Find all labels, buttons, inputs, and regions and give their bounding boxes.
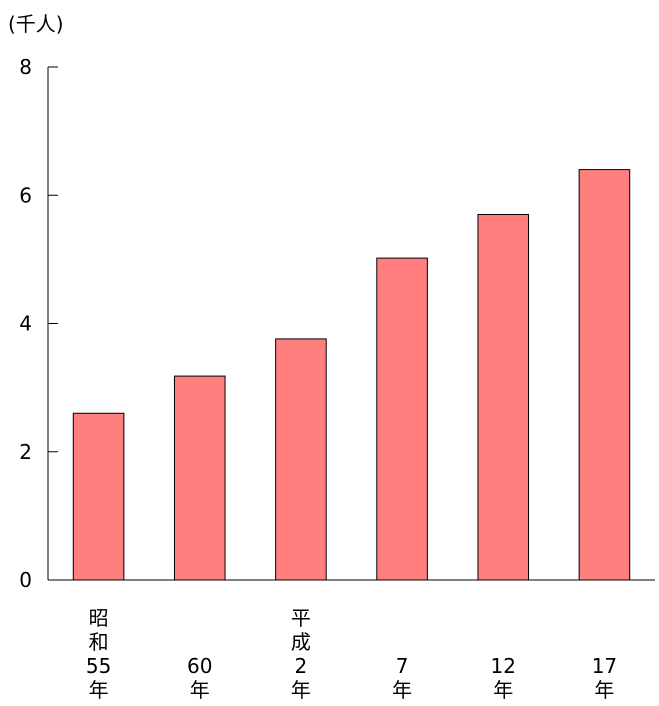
y-tick-label: 0 — [19, 568, 32, 592]
bar-series — [72, 169, 631, 581]
x-tick-label: 年 — [594, 678, 614, 702]
y-tick-label: 2 — [19, 440, 32, 464]
x-tick-label: 2 — [295, 654, 308, 678]
y-tick-label: 6 — [19, 183, 32, 207]
x-tick-label: 年 — [89, 678, 109, 702]
unit-label: (千人) — [8, 12, 64, 36]
bar — [275, 338, 327, 581]
x-tick-label: 17 — [592, 654, 617, 678]
x-tick-label: 55 — [86, 654, 111, 678]
bar — [72, 412, 125, 581]
x-tick-label: 12 — [491, 654, 516, 678]
bar — [376, 257, 428, 581]
bar — [173, 375, 226, 581]
x-tick-label: 年 — [291, 678, 311, 702]
y-tick-label: 8 — [19, 55, 32, 79]
x-tick-label: 年 — [493, 678, 513, 702]
y-axis-ticks: 0 2 4 6 8 — [19, 55, 58, 592]
bar — [578, 169, 631, 581]
x-tick-label: 年 — [392, 678, 412, 702]
x-tick-label: 年 — [190, 678, 210, 702]
x-tick-label: 平 — [291, 606, 311, 630]
x-tick-label: 60 — [187, 654, 212, 678]
x-tick-label: 和 — [89, 630, 109, 654]
x-tick-label: 昭 — [89, 606, 109, 630]
bar — [477, 213, 530, 581]
x-tick-label: 成 — [291, 630, 311, 654]
x-tick-label: 7 — [396, 654, 409, 678]
y-tick-label: 4 — [19, 312, 32, 336]
